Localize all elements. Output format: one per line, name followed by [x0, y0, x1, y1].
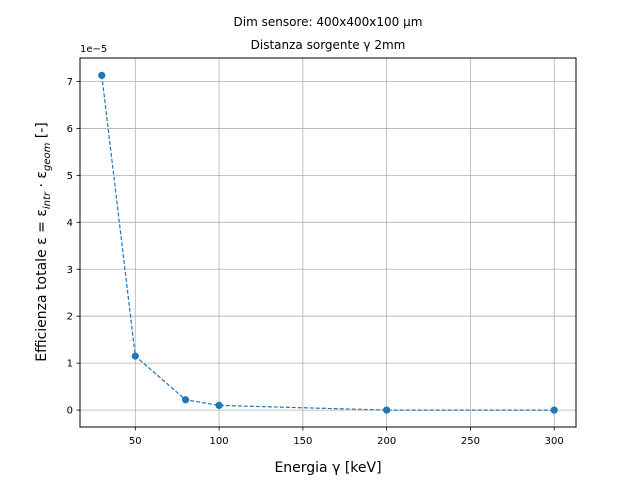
y-tick-label: 2	[67, 312, 73, 323]
y-tick-label: 6	[67, 124, 73, 135]
plot-frame	[79, 57, 577, 428]
x-tick-label: 250	[461, 436, 480, 447]
chart-title-line2: Distanza sorgente γ 2mm	[251, 38, 406, 52]
data-point	[181, 396, 190, 404]
x-tick-label: 300	[545, 436, 564, 447]
series-line	[101, 75, 555, 411]
data-point	[550, 406, 558, 414]
ticks: 50 100 150 200 250 300 0 1 2 3 4 5 6 7	[67, 77, 564, 447]
y-axis-label: Efficienza totale ε = εintr · εgeom [-]	[34, 122, 53, 362]
y-tick-label: 7	[67, 77, 73, 88]
y-tick-label: 0	[67, 406, 73, 417]
data-series	[98, 71, 558, 414]
y-tick-label: 1	[67, 359, 73, 370]
chart-title-line1: Dim sensore: 400x400x100 μm	[234, 15, 423, 29]
data-point	[383, 406, 391, 414]
y-tick-label: 3	[67, 265, 73, 276]
x-axis-label: Energia γ [keV]	[274, 460, 381, 476]
data-point	[98, 71, 106, 79]
x-tick-label: 50	[129, 436, 142, 447]
grid	[80, 58, 576, 427]
y-tick-label: 4	[67, 218, 73, 229]
x-tick-label: 150	[293, 436, 312, 447]
y-tick-label: 5	[67, 171, 73, 182]
x-tick-label: 200	[377, 436, 396, 447]
y-offset-label: 1e−5	[80, 44, 107, 55]
x-tick-label: 100	[210, 436, 229, 447]
data-point	[215, 401, 223, 410]
data-point	[131, 352, 139, 360]
